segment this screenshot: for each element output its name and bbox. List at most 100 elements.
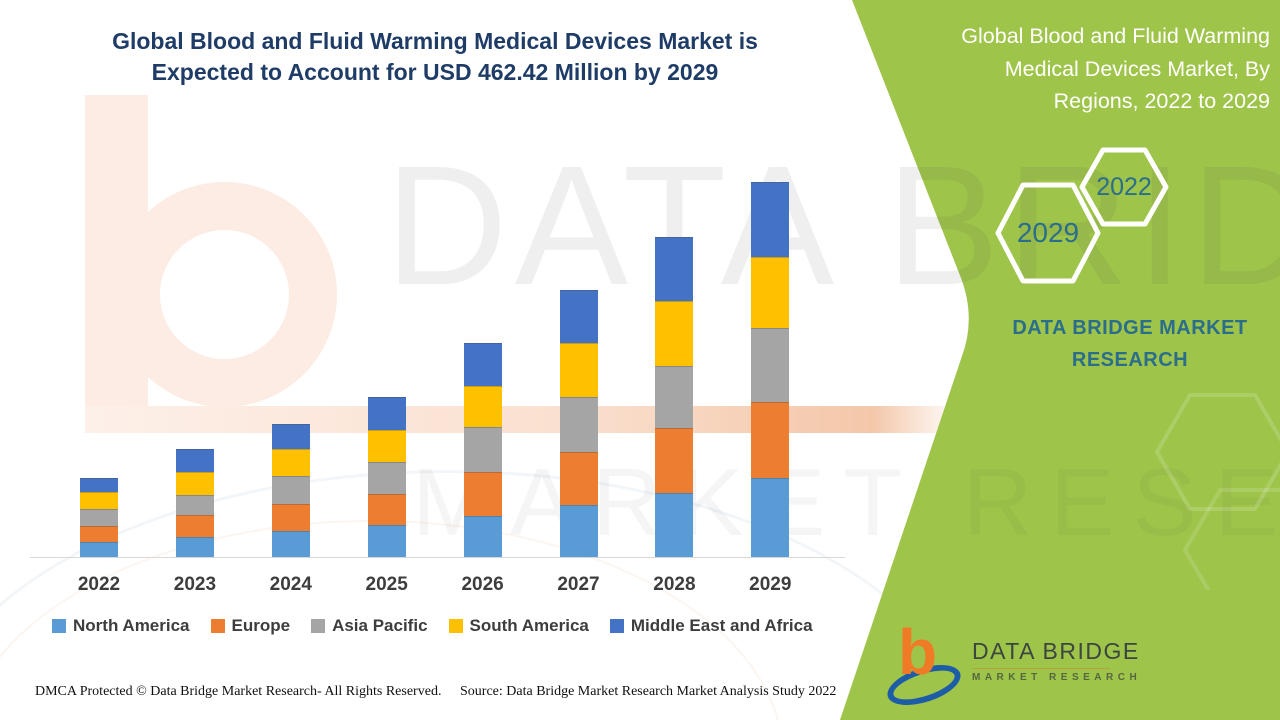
legend-marker-middle-east-and-africa bbox=[609, 619, 624, 633]
hexagon-2029-outline bbox=[995, 182, 1101, 284]
bar-2029 bbox=[751, 182, 790, 557]
bar-2027 bbox=[559, 289, 598, 557]
bar-segment-2026-asia-pacific bbox=[463, 427, 502, 472]
legend-item-middle-east-and-africa: Middle East and Africa bbox=[609, 616, 813, 636]
legend-item-north-america: North America bbox=[52, 616, 190, 636]
bar-segment-2025-south-america bbox=[367, 429, 406, 462]
bar-segment-2023-asia-pacific bbox=[175, 494, 214, 515]
bar-segment-2029-middle-east-and-africa bbox=[751, 182, 790, 257]
bar-segment-2028-asia-pacific bbox=[655, 366, 694, 428]
chart-legend: North America Europe Asia Pacific South Ame… bbox=[52, 616, 852, 636]
x-axis-label-2023: 2023 bbox=[173, 574, 217, 595]
bar-segment-2028-europe bbox=[655, 427, 694, 494]
legend-label-europe: Europe bbox=[231, 616, 291, 635]
bar-segment-2027-middle-east-and-africa bbox=[559, 289, 598, 344]
x-axis-labels: 2022 2023 2024 2025 2026 2027 2028 2029 bbox=[0, 574, 860, 600]
legend-item-europe: Europe bbox=[210, 616, 291, 636]
bar-segment-2029-asia-pacific bbox=[751, 328, 790, 402]
bar-segment-2022-north-america bbox=[80, 542, 118, 557]
legend-label-north-america: North America bbox=[73, 616, 190, 635]
legend-marker-south-america bbox=[448, 619, 463, 633]
dbmr-logo-b-mark: b bbox=[898, 616, 938, 688]
source-text: Source: Data Bridge Market Research Mark… bbox=[460, 684, 837, 699]
bar-segment-2025-asia-pacific bbox=[367, 461, 406, 495]
bar-segment-2026-europe bbox=[463, 471, 502, 516]
bar-segment-2027-south-america bbox=[559, 343, 598, 398]
bar-2022 bbox=[80, 478, 118, 557]
bar-segment-2022-middle-east-and-africa bbox=[80, 478, 118, 493]
bar-segment-2023-north-america bbox=[175, 537, 214, 557]
bar-segment-2026-south-america bbox=[463, 386, 502, 428]
legend-label-asia-pacific: Asia Pacific bbox=[332, 616, 428, 635]
bar-segment-2024-north-america bbox=[271, 531, 310, 557]
x-axis-label-2025: 2025 bbox=[365, 574, 408, 595]
bar-segment-2024-asia-pacific bbox=[271, 475, 310, 505]
chart-title-line2: Expected to Account for USD 462.42 Milli… bbox=[151, 59, 719, 85]
side-panel-title-line1: Global Blood and Fluid Warming bbox=[961, 24, 1270, 48]
bar-segment-2029-europe bbox=[751, 401, 790, 478]
legend-marker-north-america bbox=[52, 619, 66, 633]
bar-segment-2027-europe bbox=[559, 451, 598, 506]
hexagon-outlines bbox=[995, 147, 1169, 284]
legend-label-south-america: South America bbox=[469, 616, 589, 635]
hexagon-year-2022: 2022 bbox=[1096, 173, 1152, 201]
bar-segment-2026-middle-east-and-africa bbox=[463, 343, 502, 387]
side-panel-title-line3: Regions, 2022 to 2029 bbox=[1053, 89, 1270, 113]
chart-title: Global Blood and Fluid Warming Medical D… bbox=[60, 26, 810, 88]
dbmr-logo-subtitle: MARKET RESEARCH bbox=[972, 672, 1142, 683]
bar-segment-2024-middle-east-and-africa bbox=[271, 424, 310, 450]
x-axis-label-2027: 2027 bbox=[557, 574, 600, 595]
bar-segment-2023-middle-east-and-africa bbox=[175, 449, 214, 472]
x-axis-line bbox=[30, 557, 845, 558]
bar-segment-2027-asia-pacific bbox=[559, 397, 598, 452]
legend-label-middle-east-and-africa: Middle East and Africa bbox=[630, 616, 813, 635]
legend-marker-asia-pacific bbox=[311, 619, 326, 633]
bar-2024 bbox=[271, 424, 310, 557]
bar-2026 bbox=[463, 343, 502, 557]
watermark-hexagons bbox=[1154, 393, 1280, 590]
bar-segment-2024-south-america bbox=[271, 449, 310, 476]
bar-segment-2022-south-america bbox=[80, 492, 118, 510]
hexagon-2022-outline bbox=[1079, 147, 1169, 227]
side-panel-title: Global Blood and Fluid Warming Medical D… bbox=[880, 20, 1270, 118]
bar-segment-2029-north-america bbox=[751, 477, 790, 557]
dbmr-logo-text: DATA BRIDGE MARKET RESEARCH bbox=[972, 638, 1142, 683]
bar-segment-2028-south-america bbox=[655, 300, 694, 367]
x-axis-label-2028: 2028 bbox=[653, 574, 696, 595]
bar-segment-2022-europe bbox=[80, 526, 118, 542]
bar-segment-2027-north-america bbox=[559, 505, 598, 557]
bar-2028 bbox=[655, 237, 694, 557]
legend-item-south-america: South America bbox=[448, 616, 589, 636]
brand-text-line1: DATA BRIDGE MARKET bbox=[1012, 317, 1248, 339]
bar-segment-2028-north-america bbox=[655, 493, 694, 557]
watermark-logo-underline bbox=[85, 406, 960, 433]
x-axis-label-2029: 2029 bbox=[749, 574, 792, 595]
x-axis-label-2022: 2022 bbox=[77, 574, 121, 595]
dbmr-logo: b DATA BRIDGE MARKET RESEARCH bbox=[882, 620, 1142, 713]
brand-text-line2: RESEARCH bbox=[1071, 349, 1189, 371]
bar-segment-2024-europe bbox=[271, 504, 310, 531]
bar-segment-2029-south-america bbox=[751, 256, 790, 329]
x-axis-label-2026: 2026 bbox=[461, 574, 504, 595]
bar-segment-2025-europe bbox=[367, 494, 406, 525]
bar-segment-2025-north-america bbox=[367, 524, 406, 557]
bar-2023 bbox=[175, 449, 214, 557]
bar-segment-2023-europe bbox=[175, 514, 214, 537]
side-panel-brand-text: DATA BRIDGE MARKET RESEARCH bbox=[985, 312, 1275, 376]
bar-segment-2026-north-america bbox=[463, 515, 502, 557]
chart-title-line1: Global Blood and Fluid Warming Medical D… bbox=[112, 28, 758, 54]
legend-item-asia-pacific: Asia Pacific bbox=[311, 616, 428, 636]
legend-marker-europe bbox=[210, 619, 225, 633]
dmca-text: DMCA Protected © Data Bridge Market Rese… bbox=[35, 684, 442, 699]
bar-chart-plot-area bbox=[30, 182, 845, 558]
bar-segment-2028-middle-east-and-africa bbox=[655, 237, 694, 301]
bar-segment-2025-middle-east-and-africa bbox=[367, 396, 406, 430]
x-axis-label-2024: 2024 bbox=[269, 574, 312, 595]
bar-segment-2022-asia-pacific bbox=[80, 509, 118, 526]
dbmr-logo-rule bbox=[972, 668, 1110, 669]
hexagon-year-2029: 2029 bbox=[1016, 217, 1080, 248]
bar-segment-2023-south-america bbox=[175, 471, 214, 495]
side-panel-title-line2: Medical Devices Market, By bbox=[1004, 56, 1270, 81]
